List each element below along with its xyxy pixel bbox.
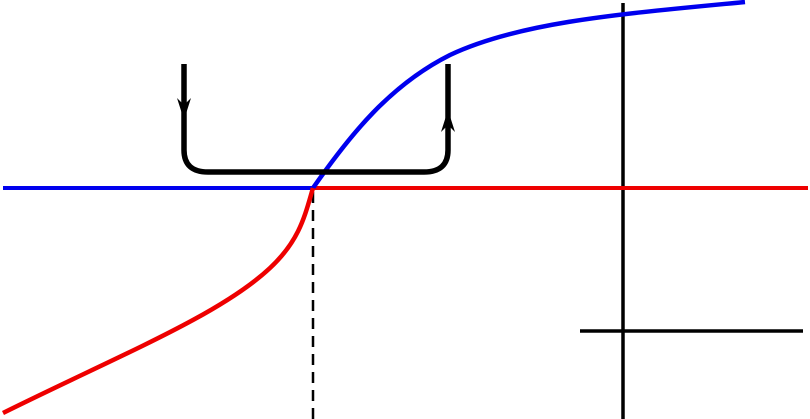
u-path — [181, 64, 451, 175]
cycle-path — [177, 64, 455, 175]
axes — [311, 3, 803, 419]
red-curve — [2, 187, 316, 416]
down-arrow — [177, 98, 191, 120]
up-arrow — [441, 110, 455, 132]
blue-curve — [311, 0, 746, 190]
